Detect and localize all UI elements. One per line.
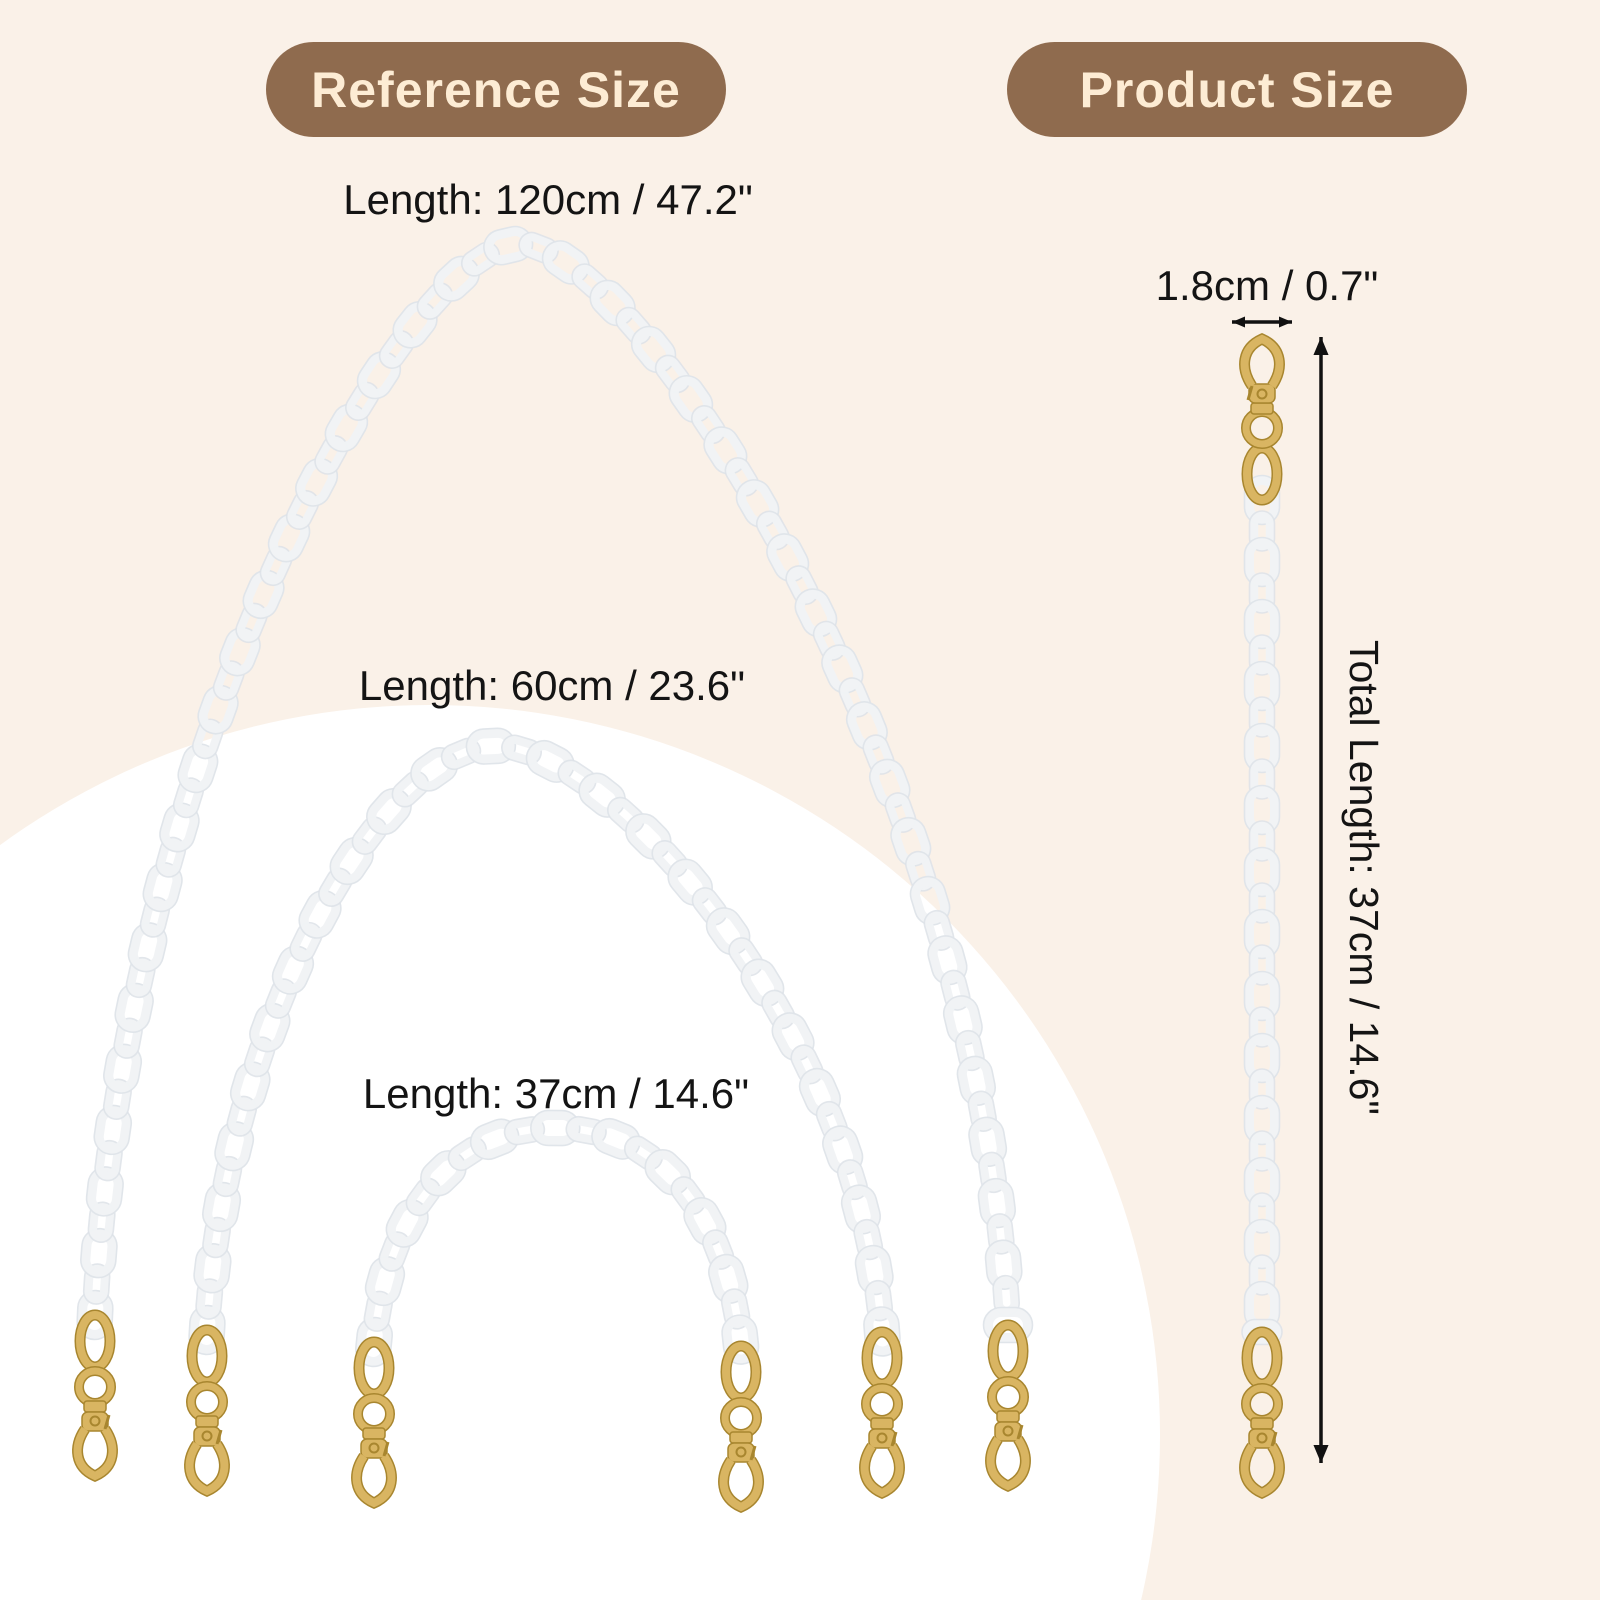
width-label: 1.8cm / 0.7" (1155, 262, 1379, 309)
chain-120cm-right-clasp (985, 1319, 1031, 1493)
width-arrow (1232, 316, 1292, 328)
chain-60cm-left-clasp (184, 1324, 230, 1498)
chain-120cm (76, 225, 1034, 1344)
chain-37cm-left-clasp (351, 1336, 397, 1510)
total-length-label: Total Length: 37cm / 14.6" (1341, 640, 1387, 1115)
chain-product-bottom-clasp (1239, 1326, 1285, 1500)
chain-60cm-right-clasp (859, 1326, 905, 1500)
product-size-pill: Product Size (1007, 42, 1467, 137)
chain-120cm-left-clasp (72, 1309, 118, 1483)
total-length-arrow (1313, 337, 1329, 1463)
chain-37cm (354, 1109, 760, 1368)
length-label-37cm: Length: 37cm / 14.6" (362, 1070, 750, 1117)
chain-product-top-clasp (1239, 332, 1285, 506)
chain-37cm-right-clasp (718, 1340, 764, 1514)
length-label-120cm: Length: 120cm / 47.2" (343, 176, 753, 223)
length-label-60cm: Length: 60cm / 23.6" (358, 662, 746, 709)
chain-60cm (188, 727, 901, 1357)
reference-size-pill: Reference Size (266, 42, 726, 137)
chain-product (1241, 474, 1283, 1346)
